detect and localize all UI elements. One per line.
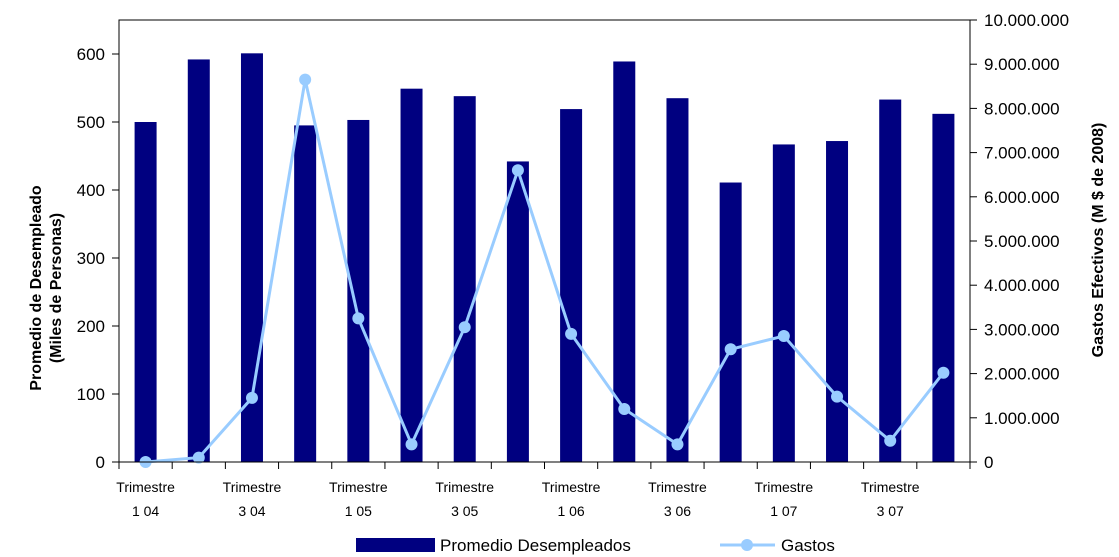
line-point — [884, 434, 897, 447]
left-tick-label: 200 — [77, 317, 105, 336]
left-tick-label: 0 — [96, 453, 105, 472]
x-tick-label-line2: 1 06 — [557, 503, 584, 519]
x-tick-label-line2: 1 04 — [132, 503, 159, 519]
x-tick-label-line2: 3 07 — [877, 503, 904, 519]
line-point — [777, 330, 790, 343]
x-tick-label-line1: Trimestre — [648, 479, 707, 495]
x-tick-label-line2: 3 05 — [451, 503, 478, 519]
line-point — [724, 343, 737, 356]
line-point — [245, 391, 258, 404]
line-series — [139, 73, 950, 468]
bar — [400, 88, 423, 463]
bar — [506, 161, 529, 462]
x-tick-label-line1: Trimestre — [116, 479, 175, 495]
line-point — [405, 438, 418, 451]
bar — [932, 113, 955, 462]
legend: Promedio Desempleados Gastos — [356, 536, 835, 555]
left-axis-title-line1: Promedio de Desempleado — [28, 185, 45, 391]
right-tick-label: 1.000.000 — [984, 409, 1060, 428]
bar — [666, 98, 689, 462]
x-tick-label-line2: 1 07 — [770, 503, 797, 519]
line-point — [511, 164, 524, 177]
right-tick-label: 4.000.000 — [984, 276, 1060, 295]
x-tick-label-line1: Trimestre — [223, 479, 282, 495]
right-axis-title: Gastos Efectivos (M $ de 2008) — [1090, 123, 1107, 358]
legend-swatch-marker — [741, 539, 753, 551]
line-point — [618, 402, 631, 415]
left-tick-label: 600 — [77, 45, 105, 64]
bar — [879, 99, 902, 462]
line-point — [831, 390, 844, 403]
bar — [134, 122, 157, 462]
bar — [453, 96, 476, 462]
right-tick-label: 6.000.000 — [984, 188, 1060, 207]
right-tick-label: 8.000.000 — [984, 99, 1060, 118]
bar — [347, 119, 370, 463]
x-tick-label-line1: Trimestre — [329, 479, 388, 495]
right-tick-label: 3.000.000 — [984, 320, 1060, 339]
left-tick-label: 100 — [77, 385, 105, 404]
right-tick-label: 5.000.000 — [984, 232, 1060, 251]
line-point — [565, 327, 578, 340]
x-axis-ticks: Trimestre 1 04 Trimestre 3 04 Trimestre 1 05 T… — [116, 462, 971, 519]
bar — [719, 182, 742, 462]
line-point — [299, 73, 312, 86]
legend-label-line: Gastos — [781, 536, 835, 555]
left-tick-label: 300 — [77, 249, 105, 268]
line-point — [937, 366, 950, 379]
line-point — [192, 451, 205, 464]
gastos-line — [145, 79, 945, 464]
left-tick-label: 500 — [77, 113, 105, 132]
line-point — [458, 321, 471, 334]
left-axis-ticks: 0 100 200 300 400 500 600 — [77, 45, 119, 472]
right-axis-ticks: 0 1.000.000 2.000.000 3.000.000 4.000.000 5.0… — [970, 11, 1069, 472]
bar — [294, 125, 317, 463]
bar — [187, 59, 210, 462]
right-tick-label: 7.000.000 — [984, 144, 1060, 163]
bar — [826, 141, 849, 463]
legend-label-bars: Promedio Desempleados — [440, 536, 631, 555]
right-tick-label: 2.000.000 — [984, 365, 1060, 384]
left-tick-label: 400 — [77, 181, 105, 200]
bar — [613, 61, 636, 462]
left-axis-title-line2: (Miles de Personas) — [48, 213, 65, 363]
x-tick-label-line1: Trimestre — [542, 479, 601, 495]
right-tick-label: 9.000.000 — [984, 55, 1060, 74]
x-tick-label-line1: Trimestre — [755, 479, 814, 495]
bar — [560, 109, 583, 462]
legend-swatch-bars — [356, 538, 435, 552]
x-tick-label-line2: 1 05 — [345, 503, 372, 519]
bar-series — [134, 53, 955, 463]
x-tick-label-line2: 3 06 — [664, 503, 691, 519]
bar — [772, 144, 795, 462]
x-tick-label-line1: Trimestre — [861, 479, 920, 495]
x-tick-label-line1: Trimestre — [435, 479, 494, 495]
right-tick-label: 10.000.000 — [984, 11, 1069, 30]
line-point — [352, 312, 365, 325]
x-tick-label-line2: 3 04 — [238, 503, 265, 519]
line-point — [671, 438, 684, 451]
right-tick-label: 0 — [984, 453, 993, 472]
